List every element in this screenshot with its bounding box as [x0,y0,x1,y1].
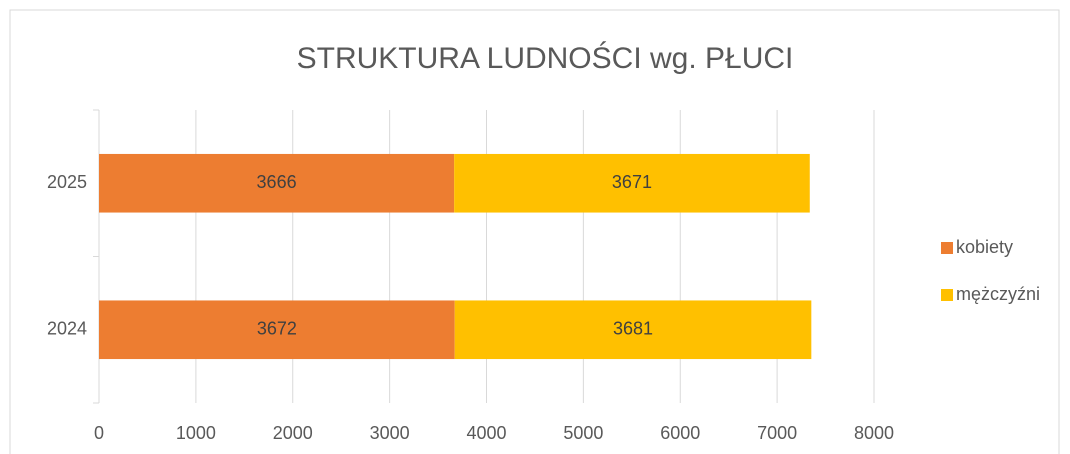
legend-swatch [941,242,953,254]
x-tick-label: 7000 [757,423,797,443]
x-tick-label: 4000 [466,423,506,443]
data-label: 3671 [612,172,652,192]
x-tick-label: 1000 [176,423,216,443]
chart-title: STRUKTURA LUDNOŚCI wg. PŁUCI [297,41,794,75]
bar-segment [99,300,455,360]
data-label: 3681 [613,319,653,339]
x-tick-label: 2000 [273,423,313,443]
data-label: 3672 [257,319,297,339]
bar-segment [454,300,812,360]
bar-segment [454,153,810,213]
data-label: 3666 [257,172,297,192]
x-tick-label: 3000 [370,423,410,443]
legend-swatch [941,289,953,301]
bar-segment [99,153,455,213]
legend-label: mężczyźni [956,284,1040,304]
chart-border [9,9,1060,454]
y-tick-label: 2025 [47,172,87,192]
x-tick-label: 0 [94,423,104,443]
x-tick-label: 8000 [854,423,894,443]
y-tick-label: 2024 [47,319,87,339]
x-tick-label: 5000 [563,423,603,443]
x-tick-label: 6000 [660,423,700,443]
legend-label: kobiety [956,237,1013,257]
